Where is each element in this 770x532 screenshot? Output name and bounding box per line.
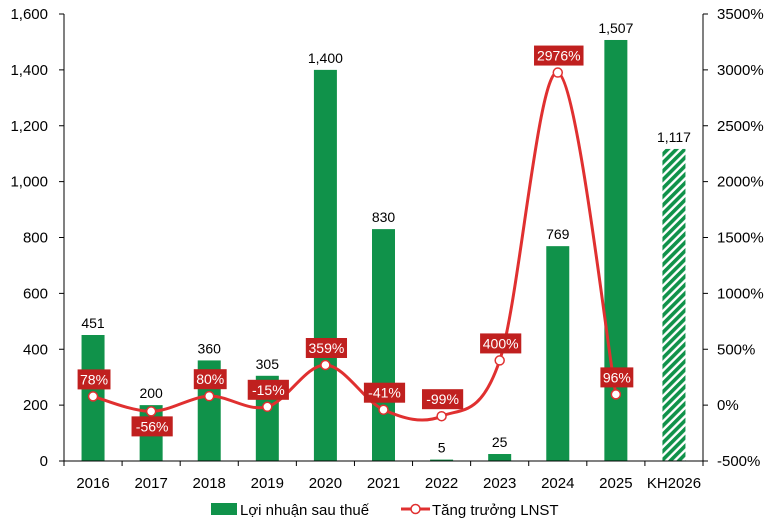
growth-marker-2018 <box>203 390 215 402</box>
x-tick-label: 2019 <box>251 475 284 492</box>
bar-2020 <box>313 69 337 461</box>
growth-label: 359% <box>309 340 345 356</box>
left-tick-label: 1,000 <box>10 174 48 191</box>
right-tick-label: 3000% <box>717 62 764 79</box>
growth-label-box <box>77 369 111 390</box>
x-tick-label: 2023 <box>483 475 516 492</box>
growth-label-box <box>131 416 173 437</box>
growth-label: 80% <box>196 371 224 387</box>
bar-2022 <box>430 459 454 461</box>
left-tick-label: 800 <box>23 230 48 247</box>
growth-label: 2976% <box>537 48 581 64</box>
right-tick-label: -500% <box>717 453 760 470</box>
bar-value-label: 830 <box>372 209 396 225</box>
legend: Lợi nhuận sau thuế Tăng trưởng LNST <box>211 502 559 519</box>
right-tick-label: 0% <box>717 397 739 414</box>
x-tick-label: 2020 <box>309 475 342 492</box>
growth-marker-2017 <box>145 406 157 417</box>
right-tick-label: 1500% <box>717 230 764 247</box>
growth-label-box <box>480 333 522 354</box>
bar-2023 <box>488 454 512 461</box>
bar-value-label: 5 <box>438 440 446 456</box>
growth-label: -99% <box>426 391 459 407</box>
growth-label-box <box>421 389 464 410</box>
left-tick-label: 400 <box>23 341 48 358</box>
right-tick-label: 1000% <box>717 285 764 302</box>
x-tick-label: 2017 <box>134 475 167 492</box>
legend-swatch-growth-marker <box>410 503 421 515</box>
x-tick-label: 2021 <box>367 475 400 492</box>
right-tick-label: 500% <box>717 341 755 358</box>
growth-label-box <box>534 45 584 66</box>
growth-marker-2020 <box>320 359 331 371</box>
x-tick-label: 2022 <box>425 475 458 492</box>
bar-value-label: 1,507 <box>598 20 633 36</box>
legend-label-growth: Tăng trưởng LNST <box>432 502 559 519</box>
x-tick-label: 2025 <box>599 475 632 492</box>
x-tick-label: KH2026 <box>647 475 701 492</box>
growth-label-box <box>305 338 348 359</box>
growth-label: -56% <box>136 418 169 434</box>
x-tick-label: 2018 <box>193 475 226 492</box>
bar-2024 <box>546 246 570 461</box>
growth-label: 96% <box>603 369 631 385</box>
growth-label-box <box>193 369 227 390</box>
growth-label: 400% <box>483 335 519 351</box>
growth-label: -41% <box>368 385 401 401</box>
growth-label-box <box>363 382 406 403</box>
x-tick-label: 2016 <box>76 475 109 492</box>
bar-KH2026 <box>662 148 686 462</box>
growth-label: 78% <box>80 371 108 387</box>
left-tick-label: 600 <box>23 285 48 302</box>
legend-swatch-profit <box>211 503 237 515</box>
right-tick-label: 3500% <box>717 6 764 23</box>
bar-value-label: 200 <box>139 385 163 401</box>
growth-marker-2025 <box>610 389 622 400</box>
left-tick-label: 1,600 <box>10 6 48 23</box>
bar-value-label: 1,400 <box>308 50 343 66</box>
bar-value-label: 769 <box>546 226 570 242</box>
bar-value-label: 305 <box>256 356 280 372</box>
left-tick-label: 200 <box>23 397 48 414</box>
bar-value-label: 25 <box>492 434 508 450</box>
bar-value-label: 1,117 <box>657 129 691 145</box>
growth-label-box <box>247 379 289 400</box>
growth-marker-2019 <box>262 401 273 413</box>
growth-line <box>92 71 618 422</box>
growth-label-box <box>600 367 634 388</box>
growth-marker-2021 <box>378 404 389 415</box>
x-tick-label: 2024 <box>541 475 574 492</box>
legend-label-profit: Lợi nhuận sau thuế <box>240 502 370 519</box>
right-tick-label: 2500% <box>717 118 764 135</box>
growth-label: -15% <box>252 382 285 398</box>
growth-marker-2024 <box>552 67 564 78</box>
bar-2021 <box>372 229 395 461</box>
left-tick-label: 1,200 <box>10 118 48 135</box>
growth-marker-2023 <box>494 355 505 366</box>
left-tick-label: 1,400 <box>10 62 48 79</box>
bar-value-label: 451 <box>81 315 105 331</box>
left-tick-label: 0 <box>40 453 48 470</box>
growth-marker-2022 <box>436 410 447 422</box>
right-tick-label: 2000% <box>717 174 764 191</box>
growth-marker-2016 <box>87 391 99 402</box>
bar-value-label: 360 <box>198 340 222 356</box>
